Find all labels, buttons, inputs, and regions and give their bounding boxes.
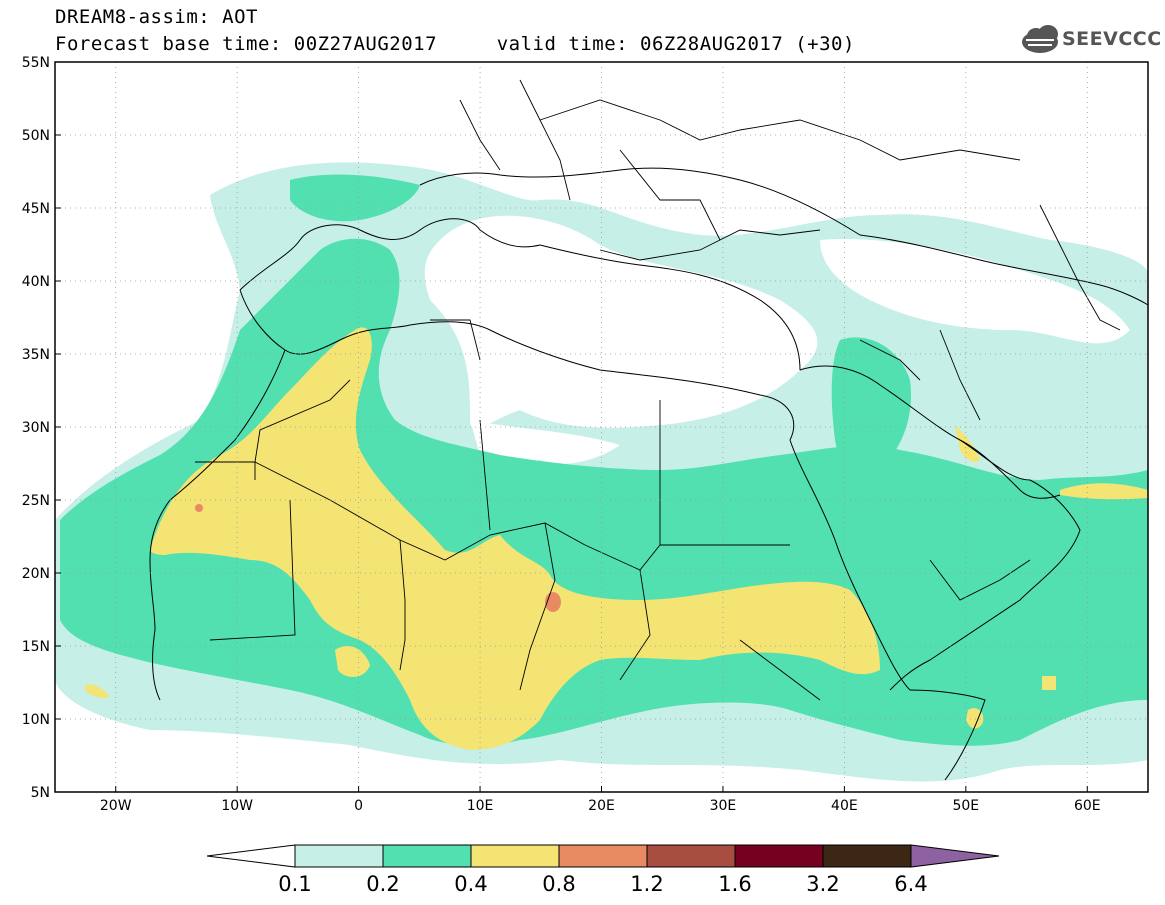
lon-tick-label: 40E	[831, 798, 858, 814]
lon-tick-label: 60E	[1074, 798, 1101, 814]
coastlines	[149, 167, 1148, 781]
colorbar-label: 1.6	[718, 872, 751, 896]
aot-white-mediterranean	[424, 215, 818, 429]
aot-yellow-westafrica	[335, 645, 370, 677]
logo-text: SEEVCCC	[1062, 28, 1162, 50]
aot-white-sahara	[470, 420, 620, 467]
aot-band-yellow	[150, 327, 880, 750]
lat-tick-label: 40N	[22, 274, 50, 290]
lon-tick-label: 50E	[952, 798, 979, 814]
aot-green-iberia	[290, 174, 420, 222]
lat-tick-label: 35N	[22, 347, 50, 363]
colorbar-label: 0.8	[542, 872, 575, 896]
lat-tick-label: 10N	[22, 712, 50, 728]
colorbar-swatch	[646, 844, 736, 868]
colorbar-label: 0.1	[278, 872, 311, 896]
graticule	[55, 62, 1148, 792]
colorbar-swatch	[734, 844, 824, 868]
lat-tick-label: 20N	[22, 566, 50, 582]
aot-green-mideast	[831, 337, 911, 474]
map-title: DREAM8-assim: AOT	[55, 6, 258, 28]
country-borders	[195, 79, 1121, 701]
aot-yellow-somalia	[966, 708, 984, 729]
lon-tick-label: 0	[354, 798, 363, 814]
colorbar-under-arrow	[206, 844, 296, 868]
colorbar-over-arrow	[910, 844, 1000, 868]
colorbar-label: 6.4	[894, 872, 927, 896]
colorbar-label: 3.2	[806, 872, 839, 896]
colorbar-swatch	[382, 844, 472, 868]
aot-yellow-east	[1060, 483, 1148, 500]
lon-tick-label: 10E	[467, 798, 494, 814]
lat-tick-label: 50N	[22, 128, 50, 144]
aot-yellow-gulf	[955, 425, 980, 462]
lat-tick-label: 5N	[31, 785, 50, 801]
lon-tick-label: 30E	[710, 798, 737, 814]
colorbar-label: 0.4	[454, 872, 487, 896]
forecast-time-line: Forecast base time: 00Z27AUG2017 valid t…	[55, 33, 855, 55]
lat-tick-label: 25N	[22, 493, 50, 509]
lat-tick-label: 30N	[22, 420, 50, 436]
lat-axis: 55N 50N 45N 40N 35N 30N 25N 20N 15N 10N 5N	[22, 55, 61, 801]
lon-tick-label: 20W	[100, 798, 132, 814]
colorbar-swatch	[822, 844, 912, 868]
aot-orange-sahara	[195, 504, 203, 512]
colorbar-swatch	[558, 844, 648, 868]
lon-axis: 20W 10W 0 10E 20E 30E 40E 50E 60E	[100, 786, 1101, 814]
lat-tick-label: 15N	[22, 639, 50, 655]
lat-tick-label: 55N	[22, 55, 50, 71]
colorbar-swatch	[294, 844, 384, 868]
lon-tick-label: 10W	[221, 798, 253, 814]
cloud-icon	[1022, 25, 1058, 53]
aot-white-middle-east	[820, 239, 1130, 344]
lon-tick-label: 20E	[588, 798, 615, 814]
colorbar-swatch	[470, 844, 560, 868]
aot-yellow-arabian-sea	[1042, 676, 1056, 690]
aot-yellow-atlantic	[85, 684, 110, 699]
lat-tick-label: 45N	[22, 201, 50, 217]
colorbar-label: 0.2	[366, 872, 399, 896]
colorbar-label: 1.2	[630, 872, 663, 896]
